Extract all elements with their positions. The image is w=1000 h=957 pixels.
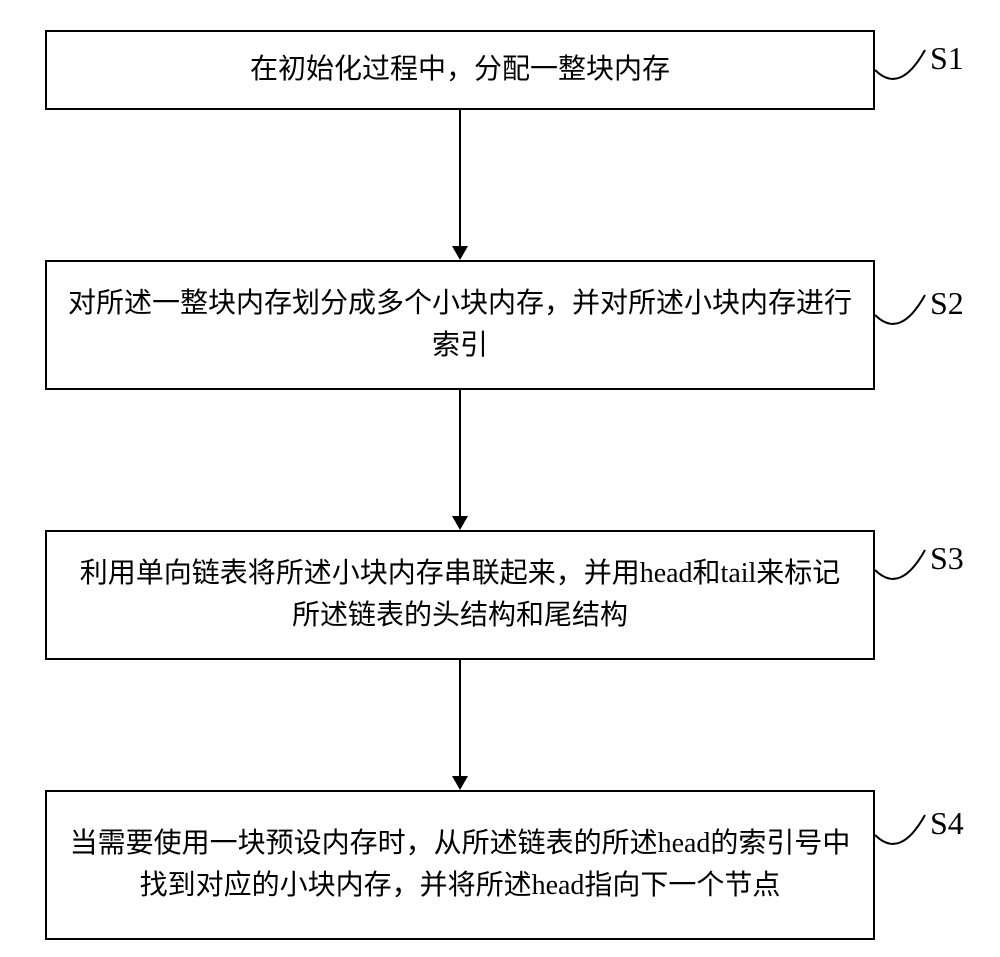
- step-label-s1: S1: [930, 40, 964, 77]
- step-box-s2: 对所述一整块内存划分成多个小块内存，并对所述小块内存进行索引: [45, 260, 875, 390]
- connector-curve-s3: [875, 545, 935, 595]
- step-box-s3: 利用单向链表将所述小块内存串联起来，并用head和tail来标记所述链表的头结构…: [45, 530, 875, 660]
- step-box-s4: 当需要使用一块预设内存时，从所述链表的所述head的索引号中找到对应的小块内存，…: [45, 790, 875, 940]
- step-label-s2: S2: [930, 285, 964, 322]
- step-text-s4: 当需要使用一块预设内存时，从所述链表的所述head的索引号中找到对应的小块内存，…: [67, 823, 853, 907]
- step-label-s3: S3: [930, 540, 964, 577]
- step-label-s4: S4: [930, 805, 964, 842]
- step-text-s2: 对所述一整块内存划分成多个小块内存，并对所述小块内存进行索引: [67, 283, 853, 367]
- step-text-s1: 在初始化过程中，分配一整块内存: [250, 49, 670, 91]
- connector-curve-s1: [875, 45, 935, 95]
- arrow-s3-s4: [452, 660, 468, 790]
- connector-curve-s4: [875, 810, 935, 860]
- step-box-s1: 在初始化过程中，分配一整块内存: [45, 30, 875, 110]
- arrow-s1-s2: [452, 110, 468, 260]
- step-text-s3: 利用单向链表将所述小块内存串联起来，并用head和tail来标记所述链表的头结构…: [67, 553, 853, 637]
- connector-curve-s2: [875, 290, 935, 340]
- flowchart-canvas: 在初始化过程中，分配一整块内存 S1 对所述一整块内存划分成多个小块内存，并对所…: [0, 0, 1000, 957]
- arrow-s2-s3: [452, 390, 468, 530]
